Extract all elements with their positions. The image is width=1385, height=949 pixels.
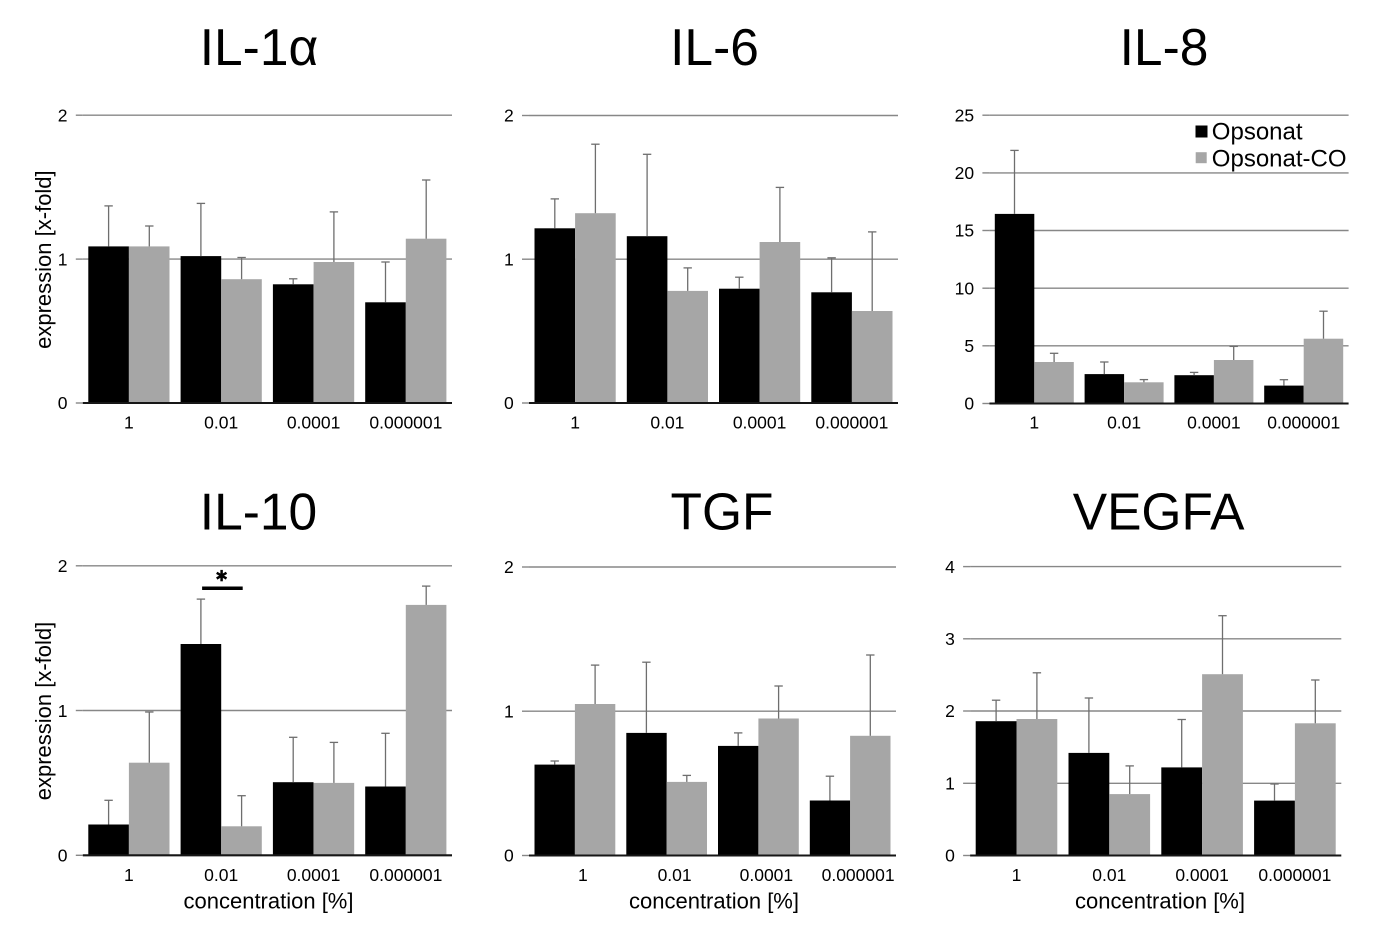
svg-text:1: 1 — [504, 249, 514, 269]
svg-text:2: 2 — [504, 557, 514, 577]
svg-text:0.0001: 0.0001 — [287, 865, 341, 885]
svg-text:0.0001: 0.0001 — [733, 413, 787, 433]
svg-text:IL-8: IL-8 — [1120, 18, 1209, 76]
svg-text:0: 0 — [58, 393, 68, 413]
svg-text:0: 0 — [504, 846, 514, 866]
svg-text:0.0001: 0.0001 — [1175, 865, 1229, 885]
svg-text:0.000001: 0.000001 — [369, 865, 442, 885]
svg-text:Opsonat-CO: Opsonat-CO — [1212, 145, 1347, 172]
svg-text:0.01: 0.01 — [1092, 865, 1126, 885]
svg-text:0.0001: 0.0001 — [740, 865, 794, 885]
svg-text:concentration [%]: concentration [%] — [184, 888, 354, 913]
svg-text:1: 1 — [945, 774, 955, 794]
svg-text:0.0001: 0.0001 — [1187, 413, 1241, 433]
svg-text:2: 2 — [945, 701, 955, 721]
svg-text:2: 2 — [58, 105, 68, 125]
svg-text:0: 0 — [945, 846, 955, 866]
svg-text:1: 1 — [504, 702, 514, 722]
svg-text:0.000001: 0.000001 — [815, 413, 888, 433]
svg-text:0.01: 0.01 — [204, 865, 238, 885]
svg-text:5: 5 — [964, 336, 974, 356]
svg-text:25: 25 — [955, 105, 974, 125]
svg-text:1: 1 — [58, 249, 68, 269]
svg-text:1: 1 — [1012, 865, 1022, 885]
svg-text:20: 20 — [955, 163, 975, 183]
svg-text:3: 3 — [945, 629, 955, 649]
svg-text:0: 0 — [964, 394, 974, 414]
svg-text:1: 1 — [578, 865, 588, 885]
svg-text:IL-10: IL-10 — [200, 483, 317, 541]
svg-text:0.000001: 0.000001 — [369, 413, 442, 433]
svg-text:Opsonat: Opsonat — [1212, 118, 1303, 145]
svg-text:4: 4 — [945, 557, 955, 577]
svg-text:1: 1 — [570, 413, 580, 433]
svg-text:0.0001: 0.0001 — [287, 413, 341, 433]
svg-text:15: 15 — [955, 221, 974, 241]
svg-text:0.01: 0.01 — [1107, 413, 1141, 433]
svg-text:0.01: 0.01 — [204, 413, 238, 433]
svg-text:IL-1α: IL-1α — [200, 18, 319, 76]
svg-text:expression [x-fold]: expression [x-fold] — [31, 622, 56, 801]
svg-text:TGF: TGF — [671, 483, 774, 541]
svg-text:concentration [%]: concentration [%] — [1075, 888, 1245, 913]
svg-text:0.01: 0.01 — [650, 413, 684, 433]
svg-text:1: 1 — [124, 865, 134, 885]
svg-text:0.000001: 0.000001 — [1258, 865, 1331, 885]
svg-text:10: 10 — [955, 278, 975, 298]
svg-text:2: 2 — [504, 106, 514, 126]
svg-text:concentration [%]: concentration [%] — [629, 888, 799, 913]
svg-text:0.000001: 0.000001 — [1267, 413, 1340, 433]
svg-text:1: 1 — [58, 701, 68, 721]
svg-text:0.01: 0.01 — [658, 865, 692, 885]
svg-text:expression [x-fold]: expression [x-fold] — [31, 170, 56, 349]
svg-text:1: 1 — [124, 413, 134, 433]
svg-text:1: 1 — [1029, 413, 1039, 433]
svg-text:0.000001: 0.000001 — [822, 865, 895, 885]
svg-text:IL-6: IL-6 — [670, 18, 759, 76]
svg-text:0: 0 — [504, 393, 514, 413]
svg-text:VEGFA: VEGFA — [1073, 483, 1245, 541]
svg-text:2: 2 — [58, 556, 68, 576]
svg-text:0: 0 — [58, 846, 68, 866]
